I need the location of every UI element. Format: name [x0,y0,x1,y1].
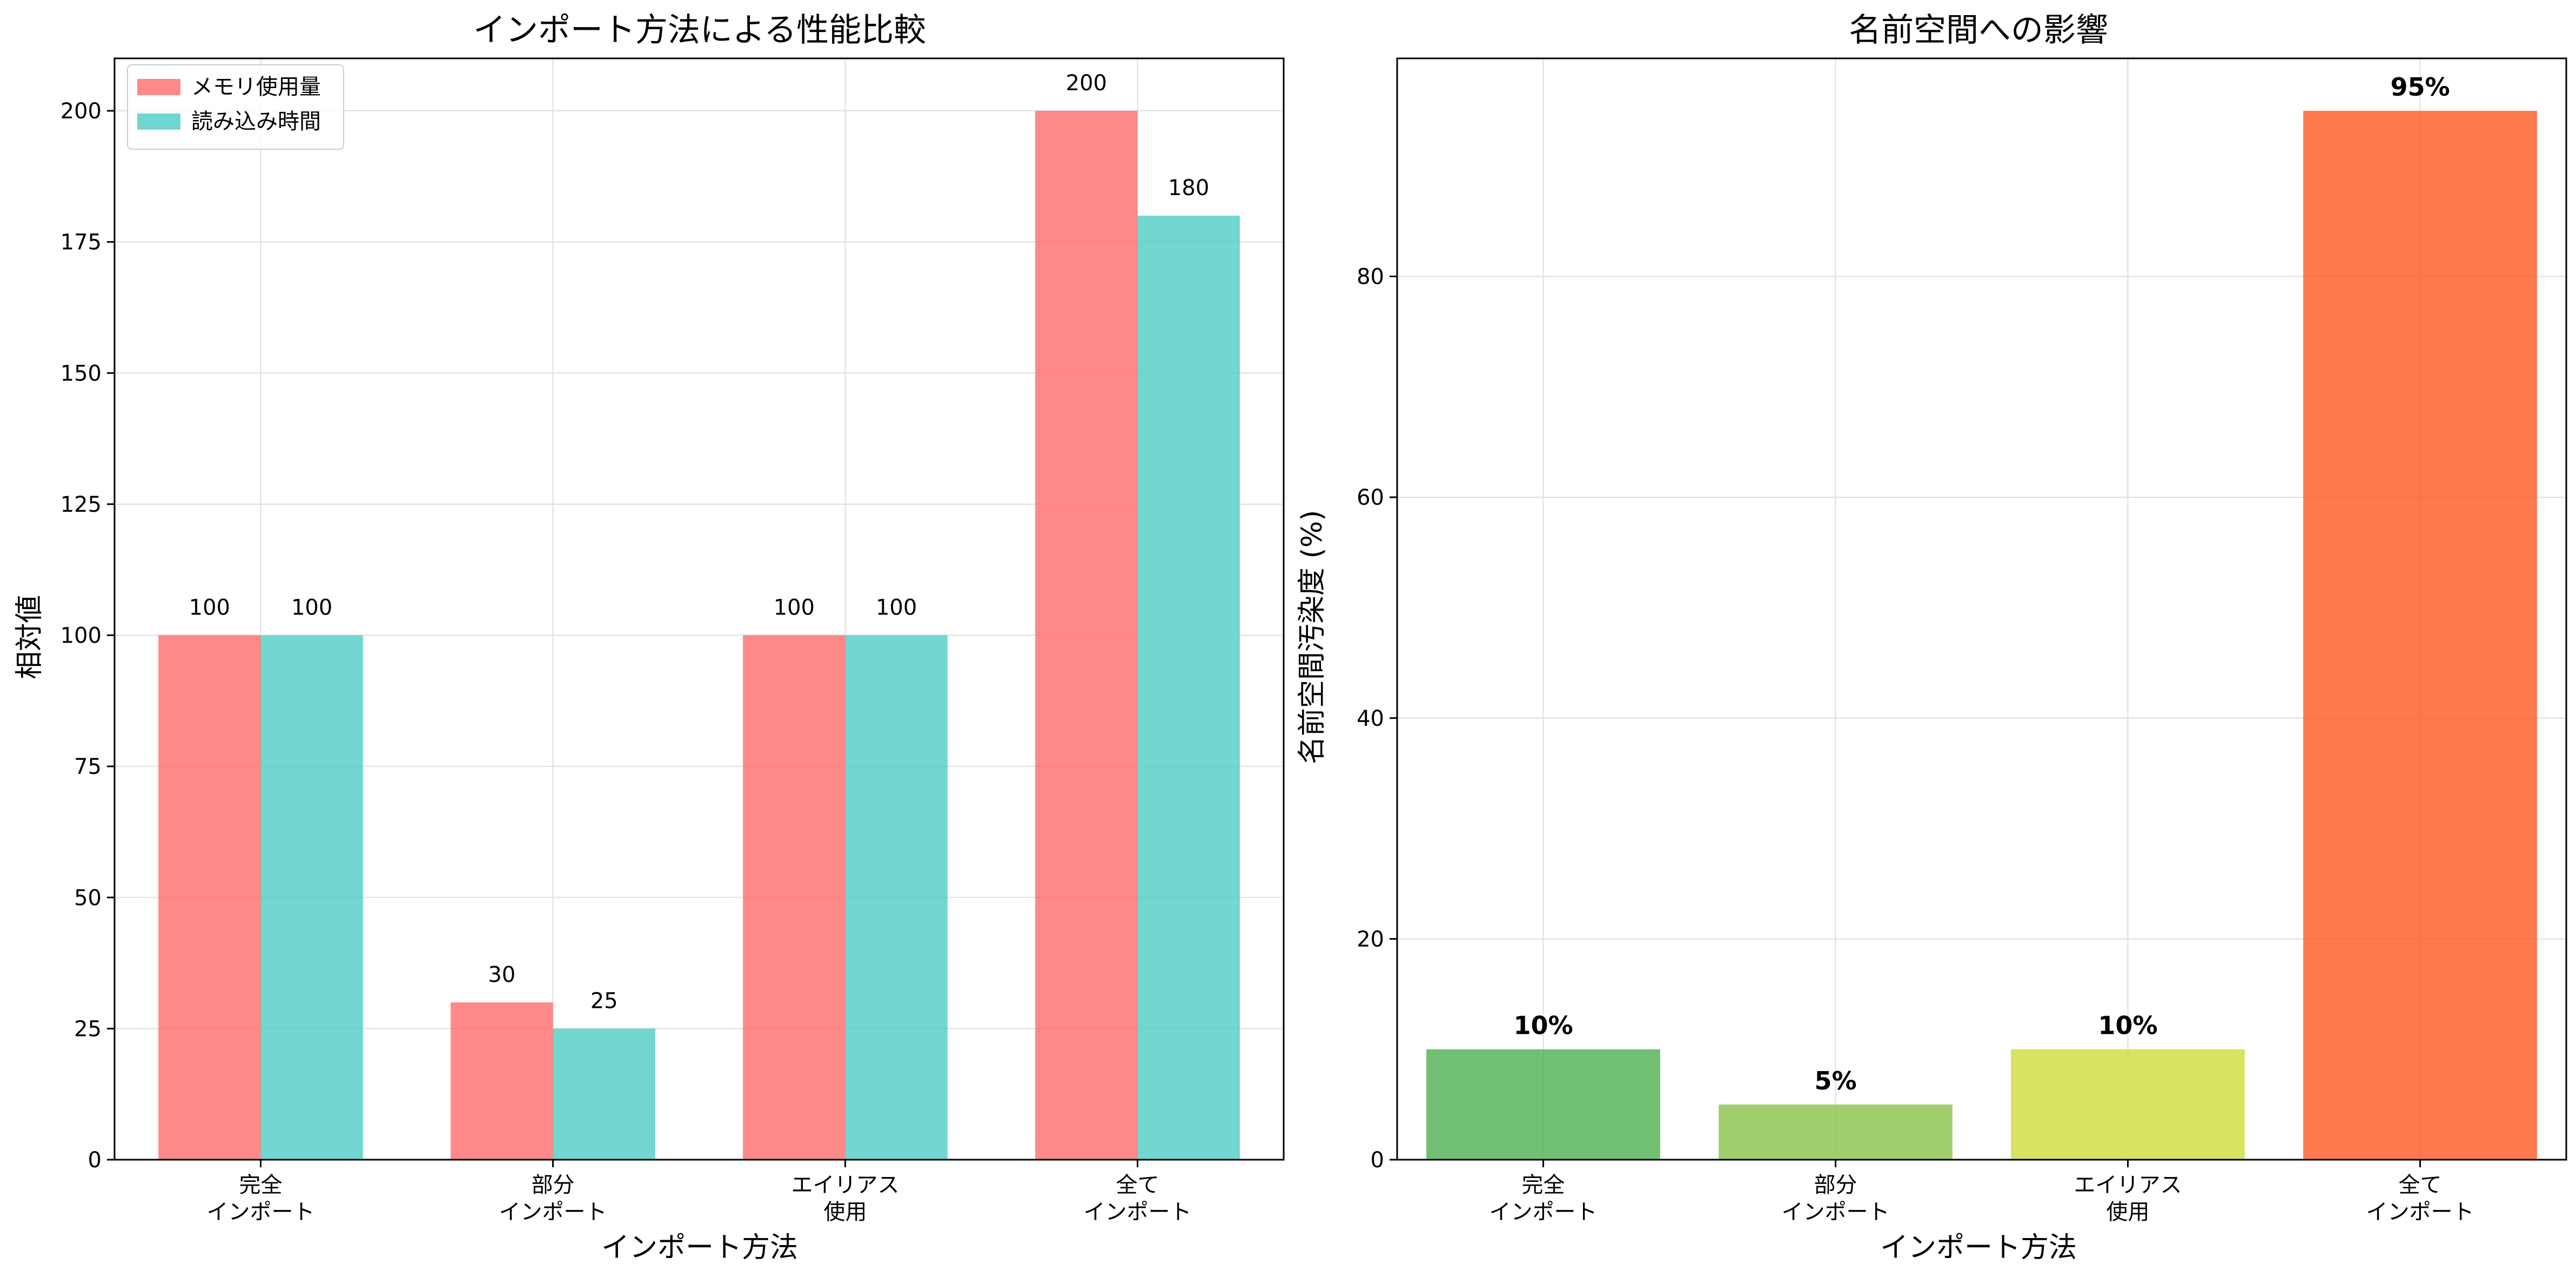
bar-value-label: 100 [189,596,230,620]
legend-swatch-0 [137,79,180,95]
x-tick-label: 部分インポート [499,1173,607,1225]
bar-value-label: 95% [2390,72,2450,102]
bar-value-label: 25 [591,988,618,1013]
bar-pollution-1 [1719,1104,1953,1160]
bar-loadtime-1 [553,1028,655,1160]
right-x-axis-label: インポート方法 [1880,1232,2077,1264]
bar-value-label: 100 [876,596,917,620]
x-tick-label: エイリアス使用 [791,1173,900,1225]
bar-value-label: 30 [488,962,515,987]
x-tick-label: 完全インポート [207,1173,315,1225]
bar-pollution-2 [2011,1049,2245,1160]
bar-memory-0 [158,635,261,1160]
right-bars [1426,111,2537,1160]
bar-loadtime-2 [845,635,948,1160]
legend-swatch-1 [137,113,180,130]
bar-value-label: 100 [291,596,332,620]
x-tick-label: エイリアス使用 [2074,1173,2182,1225]
bar-loadtime-3 [1137,216,1240,1160]
right-plot-frame [1396,57,2567,1161]
y-tick-label: 50 [74,886,102,911]
legend-label-0: メモリ使用量 [191,75,321,99]
right-y-ticks: 0 20 40 60 80 [1357,265,1397,1173]
y-tick-label: 40 [1357,706,1384,731]
x-tick-label: 全てインポート [1084,1173,1192,1225]
bar-value-label: 180 [1168,176,1209,200]
bar-memory-1 [451,1002,553,1160]
right-x-ticks: 完全インポート 部分インポート エイリアス使用 全てインポート [1490,1160,2474,1225]
y-tick-label: 175 [61,230,102,255]
left-x-ticks: 完全インポート 部分インポート エイリアス使用 全てインポート [207,1160,1192,1225]
bar-value-label: 5% [1814,1066,1856,1095]
bar-memory-3 [1035,111,1138,1160]
performance-comparison-chart: 100 30 100 200 100 25 100 180 0 25 50 75 100 125 150 1… [14,11,1285,1264]
y-tick-label: 125 [61,492,102,517]
left-bar-labels: 100 30 100 200 100 25 100 180 [189,71,1210,1013]
y-tick-label: 0 [88,1148,102,1173]
y-tick-label: 200 [61,99,102,124]
y-tick-label: 100 [61,624,102,648]
left-bars [158,111,1240,1160]
left-chart-title: インポート方法による性能比較 [473,11,926,49]
bar-loadtime-0 [260,635,363,1160]
x-tick-label: 完全インポート [1490,1173,1598,1225]
x-tick-label: 部分インポート [1782,1173,1890,1225]
legend-label-1: 読み込み時間 [191,109,321,134]
y-tick-label: 75 [74,754,102,779]
bar-value-label: 100 [774,596,815,620]
left-x-axis-label: インポート方法 [601,1232,798,1264]
y-tick-label: 150 [61,361,102,386]
bar-memory-2 [743,635,846,1160]
left-plot-frame [113,57,1285,1161]
bar-pollution-0 [1426,1049,1660,1160]
y-tick-label: 0 [1371,1148,1384,1173]
x-tick-label: 全てインポート [2366,1173,2474,1225]
bar-pollution-3 [2303,111,2537,1160]
y-tick-label: 80 [1357,265,1384,290]
namespace-impact-chart: 10% 5% 10% 95% 0 20 40 60 80 完全インポート 部分インポート エイリア… [1296,11,2567,1264]
bar-value-label: 200 [1066,71,1107,96]
bar-value-label: 10% [1513,1011,1573,1040]
bar-value-label: 10% [2098,1011,2157,1040]
right-bar-labels: 10% 5% 10% 95% [1513,72,2450,1095]
right-y-axis-label: 名前空間汚染度 (%) [1296,510,1329,765]
legend-box [127,64,344,150]
right-chart-title: 名前空間への影響 [1849,11,2108,49]
y-tick-label: 60 [1357,485,1384,510]
y-tick-label: 25 [74,1017,102,1041]
left-y-ticks: 0 25 50 75 100 125 150 175 200 [61,99,115,1173]
left-y-axis-label: 相対値 [14,595,46,679]
y-tick-label: 20 [1357,927,1384,952]
